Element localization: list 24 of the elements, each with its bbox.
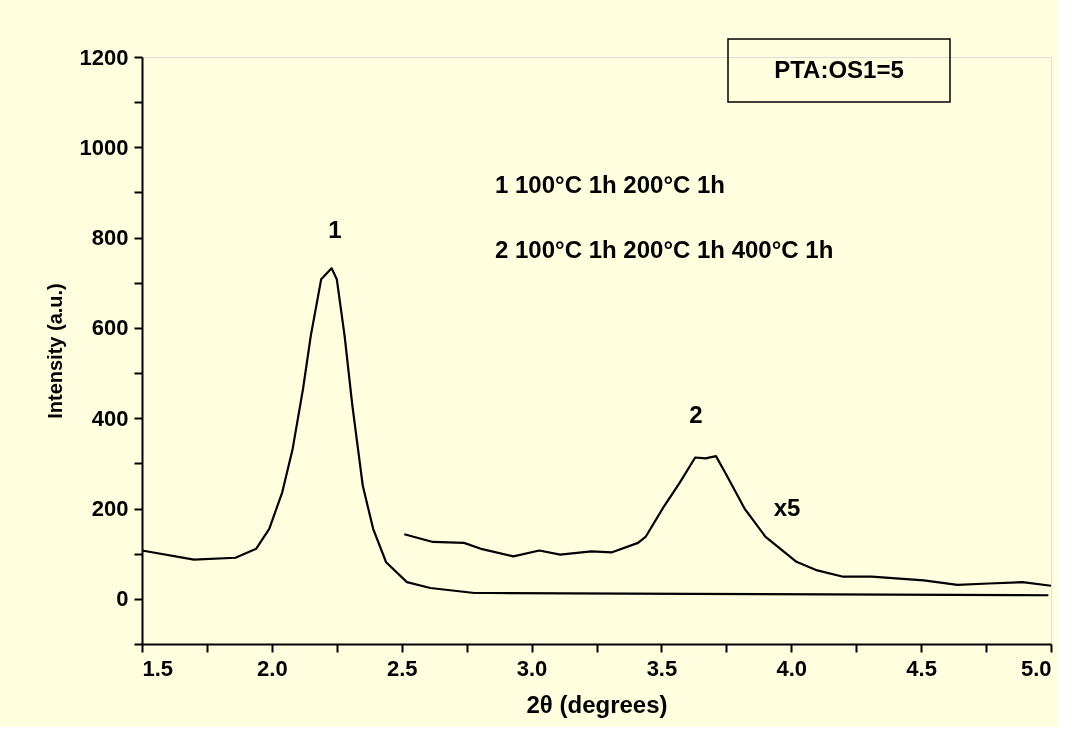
x-tick-label: 5.0 [1020,655,1052,681]
x-tick-label: 2.0 [257,655,288,681]
x-tick-label: 1.5 [142,655,174,681]
y-tick-label: 600 [91,315,129,341]
annotation: 1 100°C 1h 200°C 1h [495,171,725,198]
annotation: 1 [328,216,342,243]
annotation: PTA:OS1=5 [774,56,904,83]
y-axis-title: Intensity (a.u.) [43,283,66,419]
x-tick-label: 4.5 [906,655,937,681]
y-tick-label: 400 [91,405,129,431]
x-tick-label: 3.0 [516,655,548,681]
annotation: 2 100°C 1h 200°C 1h 400°C 1h [495,236,834,263]
y-tick-label: 200 [91,496,129,522]
x-tick-label: 2.5 [386,655,418,681]
x-tick-label: 4.0 [776,655,808,681]
y-tick-label: 1000 [79,134,129,160]
y-tick-label: 0 [116,586,129,612]
annotation: 2 [689,401,703,428]
y-tick-label: 800 [91,225,129,251]
x-tick-label: 3.5 [646,655,678,681]
annotation: x5 [773,494,801,521]
y-tick-label: 1200 [79,44,129,70]
line-series [403,455,1053,587]
x-axis-title: 2θ (degrees) [526,690,668,718]
